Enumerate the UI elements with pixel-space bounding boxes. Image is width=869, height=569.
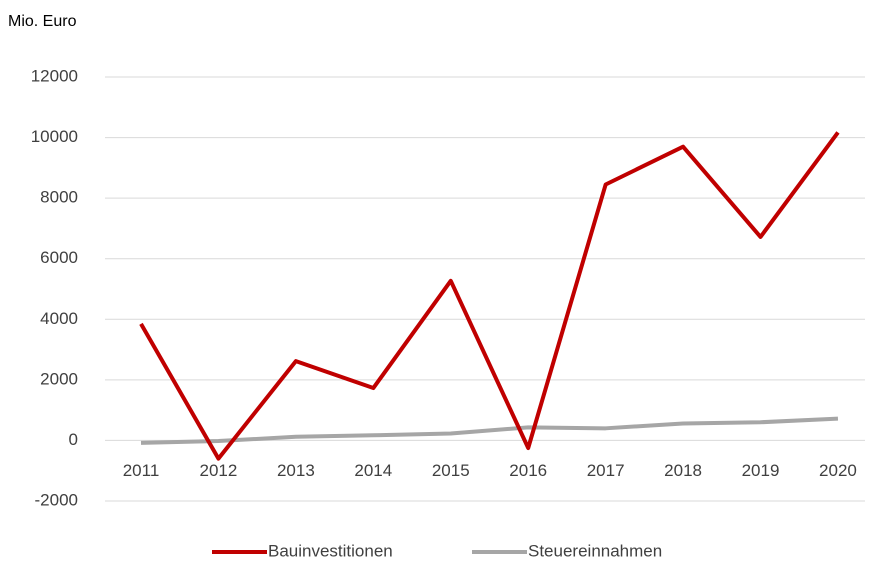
- x-tick-label: 2011: [123, 461, 160, 480]
- y-tick-label: 2000: [40, 369, 78, 388]
- x-tick-label: 2012: [200, 461, 238, 480]
- x-tick-label: 2015: [432, 461, 470, 480]
- y-tick-label: 10000: [31, 127, 78, 146]
- x-tick-label: 2020: [819, 461, 857, 480]
- legend-label: Bauinvestitionen: [268, 541, 393, 560]
- x-tick-label: 2013: [277, 461, 315, 480]
- y-tick-label: 4000: [40, 309, 78, 328]
- y-tick-label: 8000: [40, 188, 78, 207]
- y-tick-label: 12000: [31, 66, 78, 85]
- y-tick-label: 6000: [40, 248, 78, 267]
- x-tick-label: 2017: [587, 461, 625, 480]
- series-line: [139, 131, 840, 461]
- y-tick-label: -2000: [35, 490, 78, 509]
- x-tick-label: 2018: [664, 461, 702, 480]
- x-tick-label: 2016: [509, 461, 547, 480]
- series-line: [140, 416, 839, 445]
- legend-label: Steuereinnahmen: [528, 541, 662, 560]
- x-tick-label: 2014: [354, 461, 392, 480]
- y-tick-label: 0: [69, 430, 78, 449]
- x-tick-label: 2019: [742, 461, 780, 480]
- y-axis-label: Mio. Euro: [8, 13, 77, 30]
